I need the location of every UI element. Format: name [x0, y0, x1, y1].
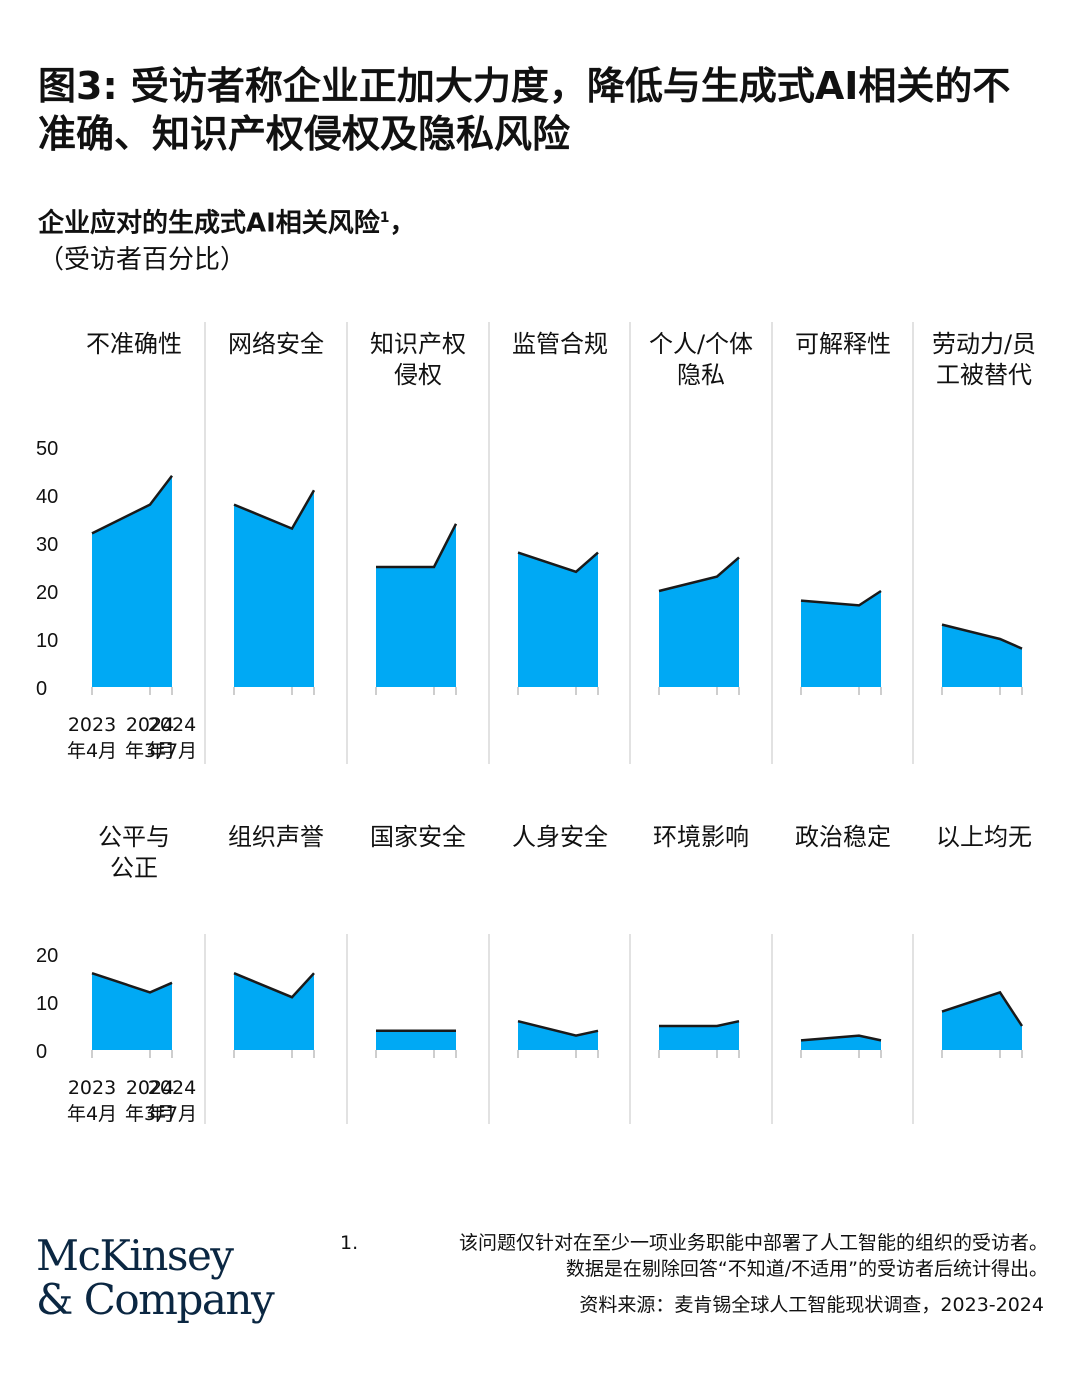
panel-title: 以上均无 — [936, 823, 1032, 851]
panel-title: 国家安全 — [370, 823, 466, 851]
panel-title: 侵权 — [394, 361, 442, 389]
x-tick-label: 年7月 — [147, 740, 197, 762]
chart-unit: （受访者百分比） — [38, 245, 247, 275]
line-个人/个体隐私 — [658, 556, 740, 593]
line-网络安全 — [233, 489, 316, 531]
panel-title: 可解释性 — [795, 330, 891, 358]
area-监管合规 — [518, 552, 598, 687]
y-tick-label: 50 — [36, 438, 58, 460]
y-tick-label: 10 — [36, 993, 58, 1015]
subtitle-suffix: ， — [389, 208, 416, 239]
panel-title: 政治稳定 — [795, 823, 891, 851]
area-可解释性 — [801, 591, 881, 687]
y-tick-label: 0 — [36, 1041, 47, 1063]
line-监管合规 — [517, 551, 599, 574]
footnote-line-2: 数据是在剔除回答“不知道/不适用”的受访者后统计得出。 — [565, 1258, 1048, 1280]
panel-title: 不准确性 — [86, 330, 182, 358]
area-国家安全 — [376, 1030, 456, 1050]
x-tick-label: 年4月 — [67, 740, 117, 762]
line-劳动力/员工被替代 — [941, 623, 1023, 650]
chart-subtitle: 企业应对的生成式AI相关风险1， — [38, 200, 416, 242]
line-政治稳定 — [800, 1034, 882, 1042]
panel-title: 人身安全 — [512, 823, 608, 851]
x-tick-label: 年4月 — [67, 1103, 117, 1125]
x-tick-label: 2024 — [126, 714, 174, 736]
panel-title: 公正 — [110, 854, 158, 882]
x-tick-label: 2023 — [68, 714, 116, 736]
area-以上均无 — [942, 992, 1022, 1050]
panel-title: 隐私 — [677, 361, 725, 389]
x-tick-label: 2024 — [148, 1077, 196, 1099]
panel-title: 知识产权 — [370, 330, 466, 358]
panel-title: 个人/个体 — [649, 330, 753, 358]
area-环境影响 — [659, 1021, 739, 1050]
y-tick-label: 20 — [36, 945, 58, 967]
x-tick-label: 年3月 — [125, 740, 175, 762]
line-公平与公正 — [91, 972, 173, 994]
footnote-line-1: 该问题仅针对在至少一项业务职能中部署了人工智能的组织的受访者。 — [458, 1232, 1048, 1254]
y-tick-label: 0 — [36, 678, 47, 700]
x-tick-label: 2023 — [68, 1077, 116, 1099]
page-title: 图3: 受访者称企业正加大力度，降低与生成式AI相关的不准确、知识产权侵权及隐私… — [38, 64, 1011, 156]
panel-title: 工被替代 — [936, 361, 1032, 389]
y-tick-label: 30 — [36, 534, 58, 556]
x-tick-label: 2024 — [148, 714, 196, 736]
source-note: 资料来源：麦肯锡全球人工智能现状调查，2023-2024 — [579, 1294, 1044, 1316]
panel-title: 劳动力/员 — [932, 330, 1036, 358]
line-以上均无 — [941, 990, 1024, 1027]
area-公平与公正 — [92, 973, 172, 1050]
x-tick-label: 年7月 — [147, 1103, 197, 1125]
x-tick-label: 2024 — [126, 1077, 174, 1099]
subtitle-footnote-marker: 1 — [379, 210, 390, 226]
x-tick-label: 年3月 — [125, 1103, 175, 1125]
logo-line-1: McKinsey — [36, 1231, 234, 1280]
logo-line-2: & Company — [36, 1275, 275, 1324]
mckinsey-logo: McKinsey & Company — [36, 1231, 275, 1324]
line-不准确性 — [91, 475, 173, 535]
subtitle-text: 企业应对的生成式AI相关风险 — [38, 208, 380, 239]
footnote-text: 该问题仅针对在至少一项业务职能中部署了人工智能的组织的受访者。 数据是在剔除回答… — [378, 1230, 1048, 1282]
panel-title: 监管合规 — [512, 330, 608, 358]
area-个人/个体隐私 — [659, 557, 739, 687]
panel-title: 组织声誉 — [228, 823, 324, 851]
footnote-number: 1. — [340, 1232, 359, 1254]
area-人身安全 — [518, 1021, 598, 1050]
line-知识产权侵权 — [376, 523, 458, 569]
area-不准确性 — [92, 475, 172, 687]
area-组织声誉 — [234, 973, 314, 1050]
line-人身安全 — [517, 1019, 599, 1037]
y-tick-label: 10 — [36, 630, 58, 652]
line-环境影响 — [659, 1019, 740, 1028]
panel-title: 网络安全 — [228, 330, 324, 358]
y-tick-label: 40 — [36, 486, 58, 508]
line-组织声誉 — [233, 972, 315, 999]
line-可解释性 — [800, 589, 882, 607]
y-tick-label: 20 — [36, 582, 58, 604]
panel-title: 公平与 — [98, 823, 170, 851]
panel-title: 环境影响 — [653, 823, 749, 851]
area-网络安全 — [234, 490, 314, 687]
